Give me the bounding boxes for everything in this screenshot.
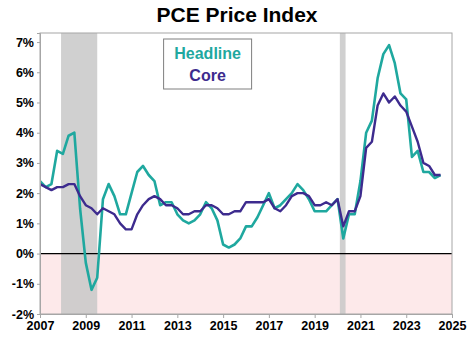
x-tick: 2015: [210, 314, 238, 333]
y-tick: 6%: [16, 66, 40, 80]
x-tick-label: 2017: [255, 319, 283, 333]
y-tick-label: 0%: [16, 247, 34, 261]
recession-band: [61, 33, 97, 314]
x-tick: 2021: [347, 314, 375, 333]
y-tick-mark: [37, 193, 40, 194]
x-tick-mark: [177, 314, 178, 318]
negative-zone: [40, 254, 452, 314]
legend-entry: Core: [189, 67, 226, 84]
x-tick-label: 2011: [118, 319, 145, 333]
y-tick-label: -1%: [12, 277, 34, 291]
x-tick-label: 2015: [210, 319, 238, 333]
y-tick-mark: [37, 223, 40, 224]
x-tick: 2011: [118, 314, 145, 333]
x-axis: 2007200920112013201520172019202120232025: [27, 314, 467, 333]
y-tick-mark: [37, 102, 40, 103]
y-tick-mark: [37, 133, 40, 134]
x-tick-mark: [86, 314, 87, 318]
legend-entry: Headline: [174, 45, 241, 62]
x-tick-label: 2013: [164, 319, 192, 333]
x-tick-label: 2023: [393, 319, 421, 333]
y-tick: -1%: [12, 277, 40, 291]
chart: PCE Price Index2007200920112013201520172…: [0, 0, 474, 344]
y-tick-mark: [37, 254, 40, 255]
y-tick: 7%: [16, 36, 40, 50]
x-tick-mark: [132, 314, 133, 318]
legend-box: [164, 39, 252, 89]
y-tick-label: -2%: [12, 308, 34, 322]
x-tick-mark: [406, 314, 407, 318]
y-tick-label: 5%: [16, 96, 34, 110]
x-axis-line: [41, 315, 453, 319]
y-tick: 3%: [16, 156, 40, 170]
x-tick-label: 2009: [72, 319, 100, 333]
plot-frame: [40, 33, 452, 314]
title: PCE Price Index: [156, 3, 317, 26]
recession-band: [340, 33, 346, 314]
y-tick: 2%: [16, 187, 40, 201]
x-tick-label: 2019: [301, 319, 329, 333]
plot-area: [40, 33, 452, 314]
legend: Headline Core: [164, 39, 252, 89]
zero-line: [40, 253, 452, 254]
y-tick-label: 1%: [16, 217, 34, 231]
x-tick-mark: [315, 314, 316, 318]
y-tick-mark: [37, 42, 40, 43]
series-line: [40, 93, 441, 229]
y-axis: -2% -1% 0% 1% 2% 3% 4% 5% 6% 7%: [12, 34, 41, 322]
x-tick-mark: [452, 314, 453, 318]
y-axis-line: [37, 34, 41, 315]
y-tick: 0%: [16, 247, 40, 261]
x-tick: 2023: [393, 314, 421, 333]
y-tick: -2%: [12, 308, 40, 322]
y-tick-mark: [37, 314, 40, 315]
y-tick-mark: [37, 284, 40, 285]
x-tick: 2013: [164, 314, 192, 333]
x-tick-label: 2021: [347, 319, 375, 333]
y-tick: 1%: [16, 217, 40, 231]
y-tick-mark: [37, 163, 40, 164]
y-tick: 5%: [16, 96, 40, 110]
x-tick-mark: [223, 314, 224, 318]
x-tick: 2019: [301, 314, 329, 333]
background: [0, 0, 474, 344]
y-tick-label: 7%: [16, 36, 34, 50]
x-tick: 2009: [72, 314, 100, 333]
y-tick-mark: [37, 72, 40, 73]
x-tick: 2017: [255, 314, 283, 333]
y-tick: 4%: [16, 126, 40, 140]
y-tick-label: 2%: [16, 187, 34, 201]
x-tick-mark: [269, 314, 270, 318]
x-tick-mark: [360, 314, 361, 318]
y-tick-label: 6%: [16, 66, 34, 80]
y-tick-label: 4%: [16, 126, 34, 140]
y-tick-label: 3%: [16, 156, 34, 170]
x-tick-label: 2025: [439, 319, 467, 333]
x-tick: 2025: [439, 314, 467, 333]
